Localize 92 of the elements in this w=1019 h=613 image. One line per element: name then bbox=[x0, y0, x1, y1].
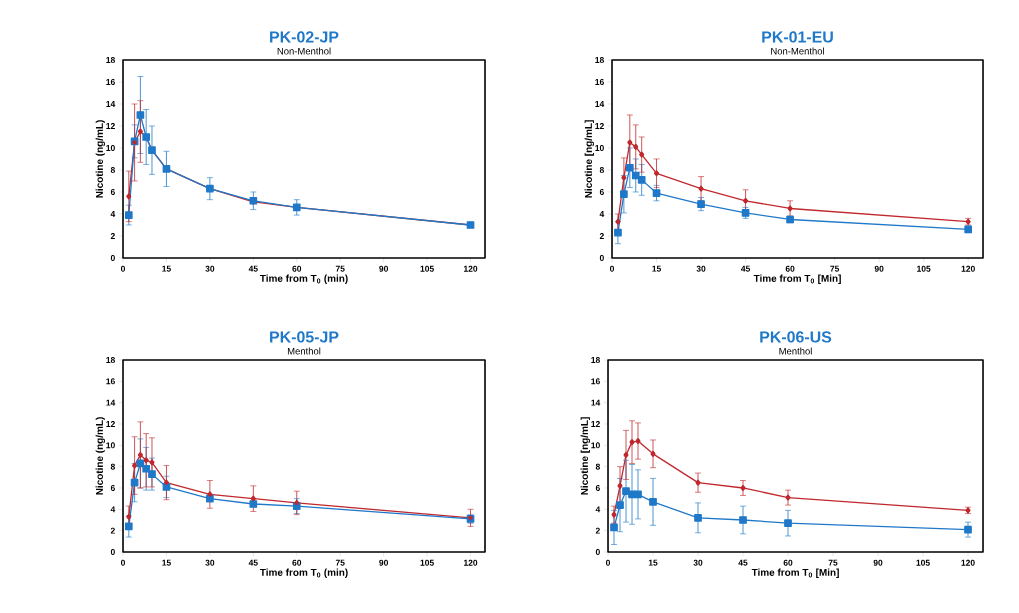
x-tick-label: 45 bbox=[248, 559, 258, 566]
x-tick-label: 120 bbox=[961, 559, 975, 566]
y-tick-label: 0 bbox=[110, 548, 115, 555]
y-tick-label: 18 bbox=[595, 56, 604, 63]
x-tick-label: 90 bbox=[874, 265, 884, 272]
y-tick-label: 2 bbox=[595, 527, 600, 534]
y-tick-label: 12 bbox=[106, 421, 115, 427]
x-tick-label: 30 bbox=[693, 559, 703, 566]
y-tick-label: 18 bbox=[106, 56, 115, 63]
y-tick-label: 16 bbox=[595, 78, 604, 85]
x-tick-label: 120 bbox=[464, 559, 478, 566]
x-tick-label: 0 bbox=[609, 265, 615, 272]
x-tick-label: 15 bbox=[162, 265, 171, 272]
y-tick-label: 12 bbox=[591, 421, 600, 427]
y-axis-title: Nicotine [ng/mL] bbox=[580, 417, 590, 495]
y-tick-label: 2 bbox=[110, 233, 115, 239]
y-tick-label: 8 bbox=[110, 166, 115, 173]
y-tick-label: 0 bbox=[595, 548, 600, 555]
x-tick-label: 0 bbox=[120, 265, 126, 272]
y-tick-label: 10 bbox=[591, 442, 600, 449]
chart-title: PK-02-JP bbox=[270, 31, 339, 43]
y-tick-label: 14 bbox=[106, 399, 116, 406]
y-tick-label: 12 bbox=[106, 123, 115, 129]
chart-subtitle: Non-Menthol bbox=[277, 47, 331, 55]
y-tick-label: 10 bbox=[106, 442, 115, 449]
y-tick-label: 0 bbox=[599, 254, 604, 261]
x-tick-label: 60 bbox=[783, 559, 793, 566]
y-axis-title: Nicotine [ng/mL] bbox=[584, 120, 594, 198]
y-tick-label: 4 bbox=[110, 211, 116, 217]
y-tick-label: 10 bbox=[106, 144, 115, 151]
x-tick-label: 105 bbox=[917, 265, 931, 272]
y-tick-label: 12 bbox=[595, 123, 604, 129]
x-tick-label: 75 bbox=[335, 559, 345, 566]
y-tick-label: 8 bbox=[595, 463, 600, 470]
y-tick-label: 6 bbox=[110, 484, 115, 491]
y-tick-label: 0 bbox=[110, 254, 115, 261]
x-tick-label: 75 bbox=[828, 559, 838, 566]
x-tick-label: 30 bbox=[696, 265, 706, 272]
y-tick-label: 16 bbox=[591, 378, 600, 385]
y-tick-label: 14 bbox=[595, 101, 605, 107]
x-tick-label: 60 bbox=[292, 559, 302, 566]
x-tick-label: 105 bbox=[420, 265, 434, 272]
x-axis-title: Time from T$_{0}$ [Min] bbox=[753, 274, 841, 284]
y-tick-label: 8 bbox=[110, 463, 115, 470]
y-tick-label: 16 bbox=[106, 378, 115, 385]
chart-title: PK-01-EU bbox=[762, 31, 833, 43]
x-tick-label: 45 bbox=[248, 265, 258, 272]
y-axis-title: Nicotine (ng/mL) bbox=[95, 417, 105, 495]
x-tick-label: 60 bbox=[785, 265, 795, 272]
chart-title: PK-06-US bbox=[760, 331, 832, 343]
y-tick-label: 8 bbox=[599, 166, 604, 173]
x-tick-label: 45 bbox=[738, 559, 748, 566]
x-axis-title: Time from T$_{0}$ (min) bbox=[259, 274, 348, 284]
y-tick-label: 14 bbox=[106, 101, 116, 107]
x-tick-label: 30 bbox=[205, 265, 215, 272]
x-tick-label: 90 bbox=[379, 265, 389, 272]
y-tick-label: 2 bbox=[599, 233, 604, 239]
chart-subtitle: Non-Menthol bbox=[771, 47, 824, 55]
y-tick-label: 10 bbox=[595, 144, 604, 151]
x-tick-label: 15 bbox=[652, 265, 661, 272]
y-tick-label: 18 bbox=[591, 356, 600, 363]
x-tick-label: 120 bbox=[464, 265, 478, 272]
x-tick-label: 0 bbox=[120, 559, 126, 566]
y-tick-label: 16 bbox=[106, 78, 115, 85]
chart-subtitle: Menthol bbox=[779, 347, 812, 355]
x-tick-label: 90 bbox=[379, 559, 389, 566]
y-axis-title: Nicotine (ng/mL) bbox=[95, 120, 105, 198]
x-tick-label: 120 bbox=[961, 265, 975, 272]
y-tick-label: 4 bbox=[599, 211, 605, 217]
x-tick-label: 75 bbox=[335, 265, 345, 272]
x-tick-label: 0 bbox=[605, 559, 611, 566]
y-tick-label: 4 bbox=[110, 506, 116, 513]
y-tick-label: 2 bbox=[110, 527, 115, 534]
x-tick-label: 15 bbox=[648, 559, 658, 566]
x-tick-label: 45 bbox=[740, 265, 751, 272]
x-axis-title: Time from T$_{0}$ [Min] bbox=[751, 568, 839, 578]
y-tick-label: 18 bbox=[106, 356, 115, 363]
x-tick-label: 30 bbox=[205, 559, 215, 566]
y-tick-label: 6 bbox=[110, 188, 115, 195]
x-tick-label: 105 bbox=[420, 559, 434, 566]
x-axis-title: Time from T$_{0}$ (min) bbox=[259, 568, 348, 578]
x-tick-label: 15 bbox=[162, 559, 171, 566]
y-tick-label: 14 bbox=[591, 399, 601, 406]
x-tick-label: 75 bbox=[830, 265, 840, 272]
x-tick-label: 60 bbox=[292, 265, 302, 272]
x-tick-label: 105 bbox=[916, 559, 930, 566]
x-tick-label: 90 bbox=[873, 559, 883, 566]
chart-title: PK-05-JP bbox=[270, 331, 339, 343]
chart-subtitle: Menthol bbox=[287, 347, 321, 355]
y-tick-label: 4 bbox=[595, 506, 601, 513]
y-tick-label: 6 bbox=[595, 484, 600, 491]
y-tick-label: 6 bbox=[599, 188, 604, 195]
